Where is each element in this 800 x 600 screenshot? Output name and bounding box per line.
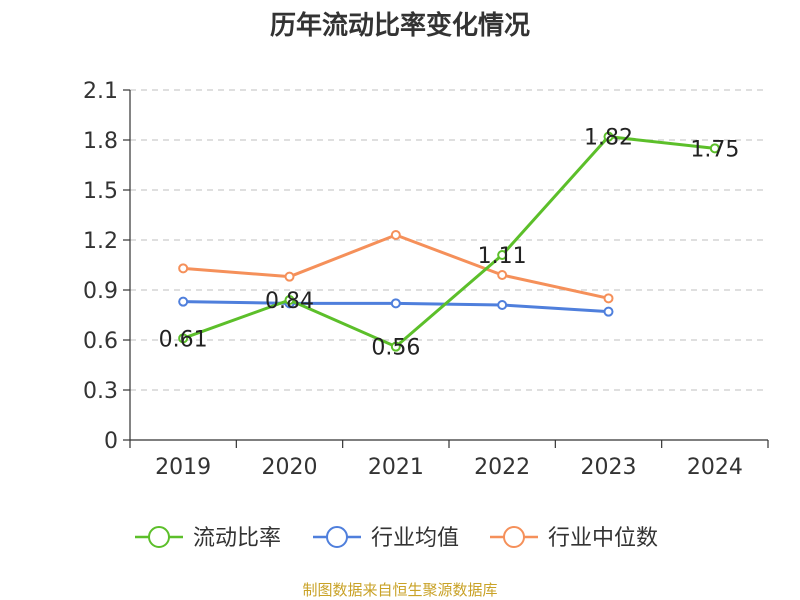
data-point: [390, 298, 401, 309]
grid: [130, 89, 768, 391]
legend-label: 行业中位数: [548, 526, 658, 551]
legend-item[interactable]: 流动比率: [135, 526, 281, 551]
x-tick-label: 2019: [155, 455, 211, 480]
x-tick-label: 2024: [687, 455, 743, 480]
data-point: [497, 270, 508, 280]
y-tick-label: 1.2: [83, 229, 118, 254]
data-label: 1.82: [584, 126, 633, 151]
data-point: [284, 295, 295, 305]
data-label: 0.84: [265, 289, 314, 314]
x-tick-label: 2023: [581, 455, 637, 480]
legend-label: 行业均值: [371, 526, 459, 551]
data-point: [497, 250, 508, 260]
data-point: [390, 230, 401, 240]
data-point: [284, 271, 295, 282]
series-line: [183, 233, 609, 300]
data-point: [709, 143, 720, 154]
legend-item[interactable]: 行业中位数: [490, 526, 658, 551]
y-tick-label: 2.1: [83, 79, 118, 104]
x-tick-label: 2021: [368, 455, 424, 480]
data-point: [603, 293, 614, 304]
data-point: [603, 131, 614, 142]
data-point: [178, 263, 189, 274]
y-tick-label: 0.3: [83, 379, 118, 404]
y-tick-label: 0: [104, 429, 118, 454]
data-point: [497, 300, 508, 310]
legend-marker-icon: [148, 526, 170, 548]
data-label: 1.75: [690, 137, 739, 162]
data-label: 0.61: [159, 327, 208, 352]
legend-label: 流动比率: [193, 526, 281, 551]
data-label: 0.56: [371, 336, 420, 361]
data-label: 1.11: [478, 244, 527, 269]
chart-title: 历年流动比率变化情况: [270, 10, 530, 41]
x-tick-label: 2020: [262, 455, 318, 480]
legend-marker-icon: [503, 526, 525, 548]
data-point: [178, 333, 189, 344]
y-tick-label: 1.8: [83, 129, 118, 154]
legend-marker-icon: [326, 526, 348, 548]
legend-item[interactable]: 行业均值: [313, 526, 459, 551]
series-line: [182, 135, 715, 349]
source-note: 制图数据来自恒生聚源数据库: [302, 581, 497, 599]
y-tick-label: 1.5: [83, 179, 118, 204]
data-point: [178, 296, 189, 307]
legend[interactable]: 流动比率 行业均值 行业中位数: [135, 526, 658, 551]
x-tick-label: 2022: [474, 455, 530, 480]
series: [178, 131, 720, 352]
y-tick-label: 0.9: [83, 279, 118, 304]
data-point: [603, 306, 614, 317]
y-tick-label: 0.6: [83, 329, 118, 354]
axes: 0 0.3 0.6 0.9 1.2 1.5 1.8 2.1 2019 2020 2021 2022 20…: [83, 79, 769, 480]
data-point: [390, 341, 401, 352]
data-labels: 0.61 0.84 0.56 1.11 1.82 1.75: [159, 126, 740, 361]
